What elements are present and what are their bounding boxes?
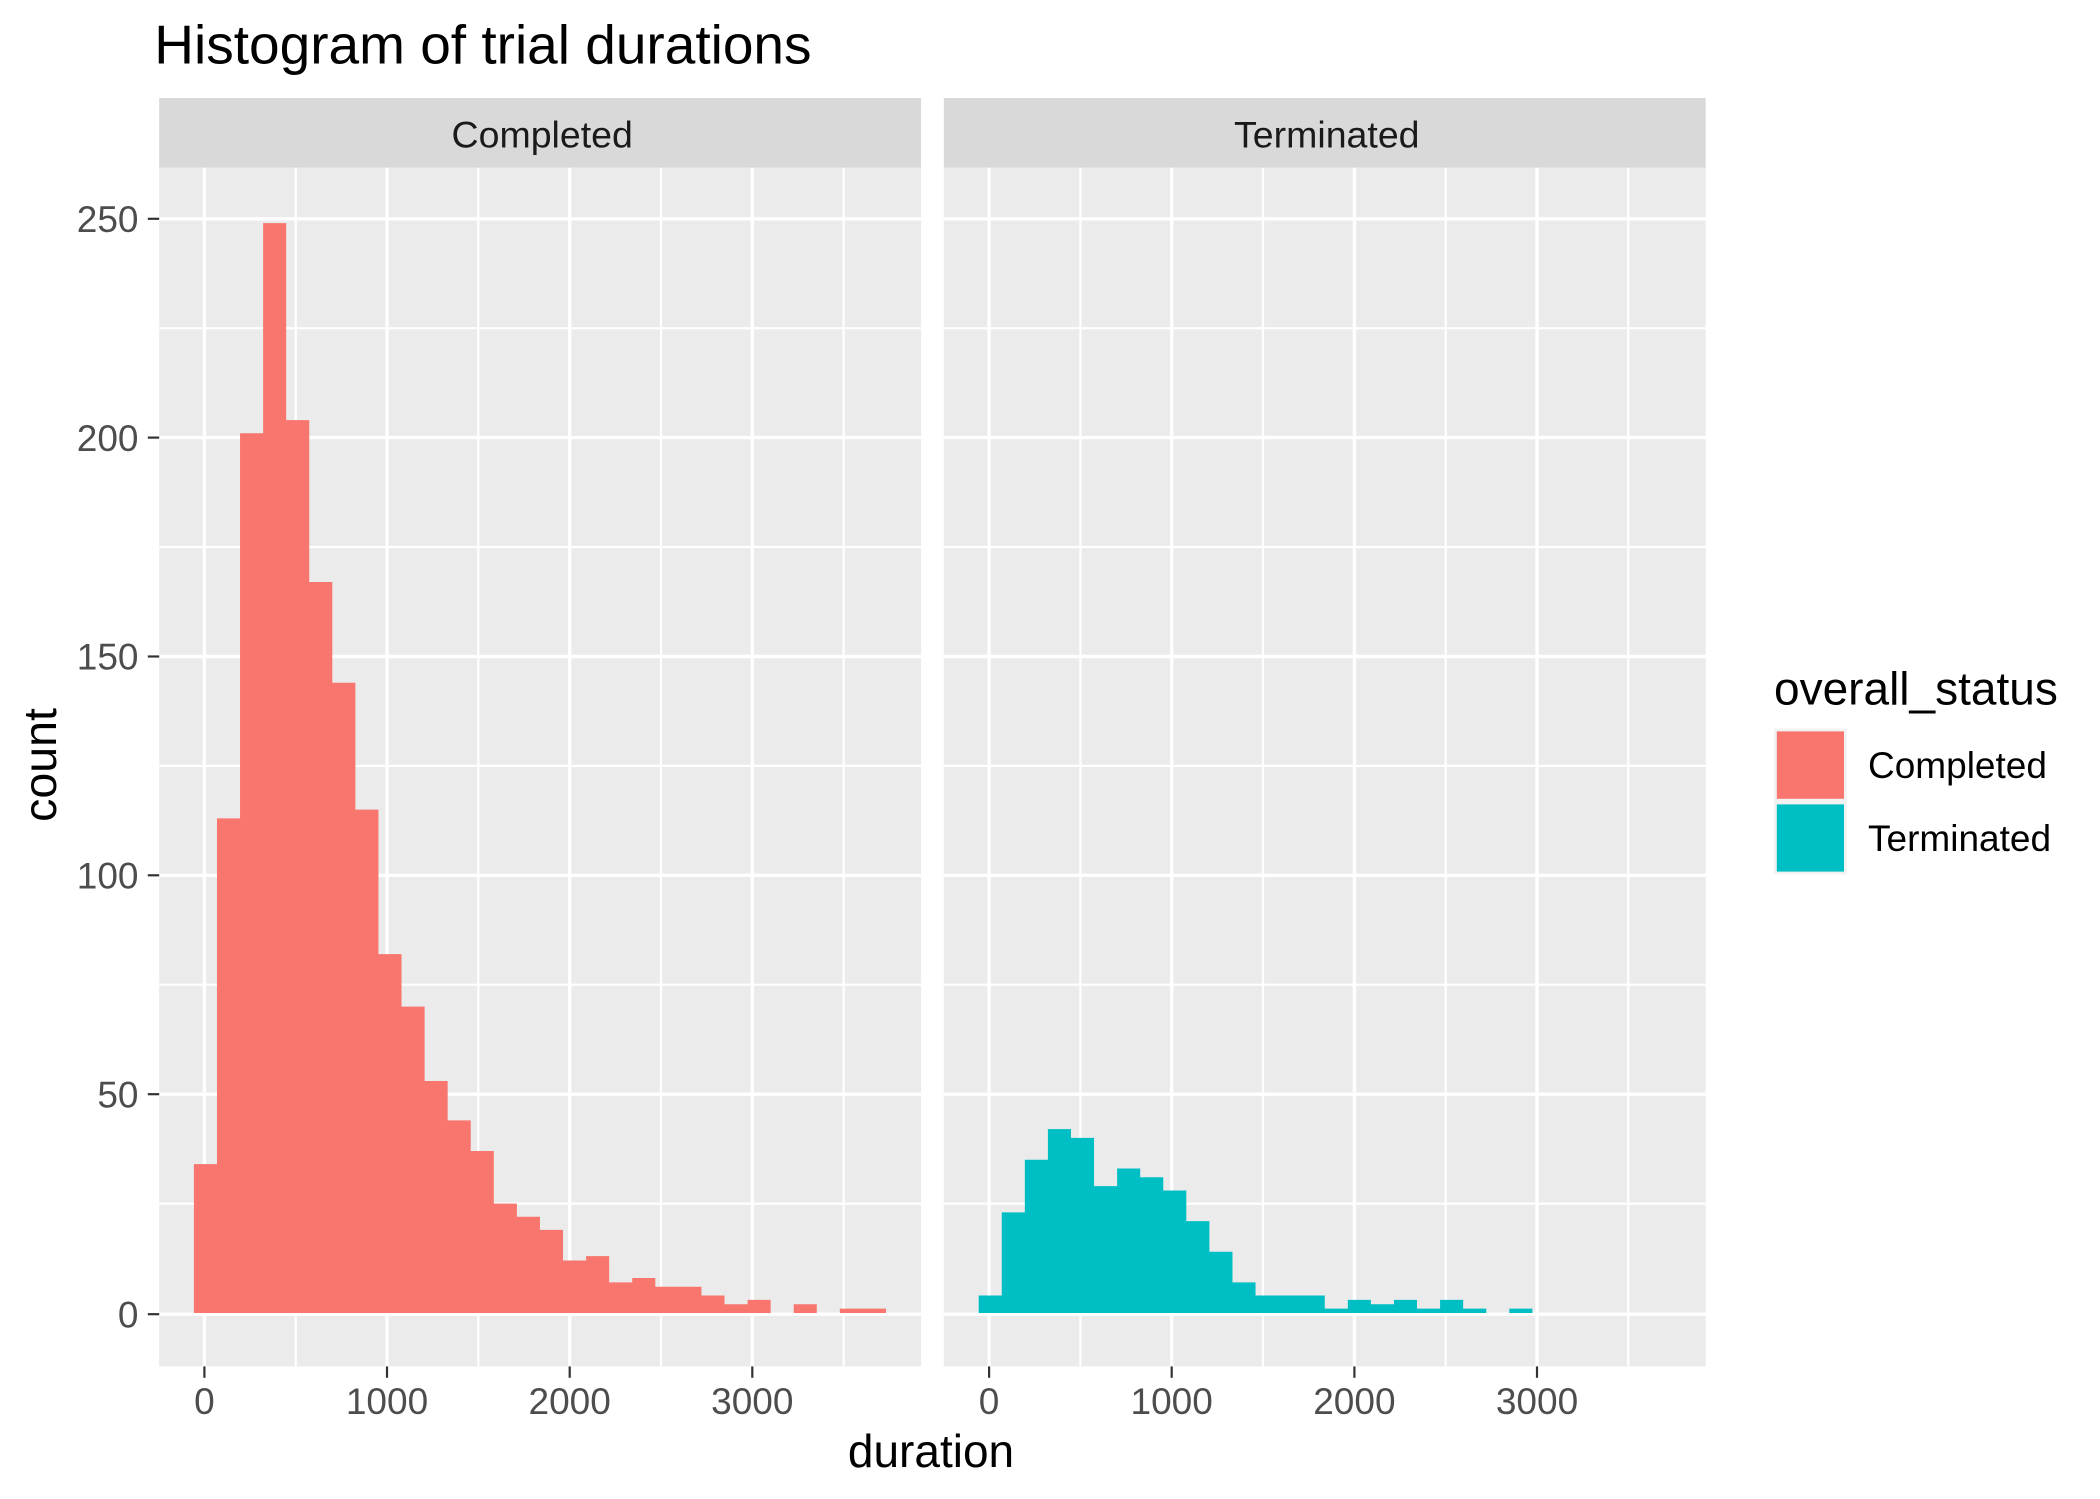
svg-text:overall_status: overall_status <box>1774 663 2058 715</box>
svg-text:250: 250 <box>77 199 139 240</box>
svg-text:100: 100 <box>77 856 139 897</box>
svg-text:3000: 3000 <box>711 1381 793 1422</box>
svg-text:Completed: Completed <box>452 114 633 156</box>
svg-text:duration: duration <box>848 1425 1014 1477</box>
svg-text:0: 0 <box>979 1381 1000 1422</box>
svg-text:150: 150 <box>77 637 139 678</box>
svg-text:0: 0 <box>194 1381 215 1422</box>
svg-text:Terminated: Terminated <box>1868 818 2051 859</box>
svg-text:2000: 2000 <box>529 1381 611 1422</box>
svg-text:count: count <box>14 708 66 822</box>
svg-text:1000: 1000 <box>1131 1381 1213 1422</box>
svg-text:Completed: Completed <box>1868 745 2047 786</box>
svg-text:2000: 2000 <box>1313 1381 1395 1422</box>
svg-text:1000: 1000 <box>346 1381 428 1422</box>
svg-text:Terminated: Terminated <box>1234 114 1420 156</box>
svg-text:200: 200 <box>77 418 139 459</box>
svg-text:Histogram of trial durations: Histogram of trial durations <box>154 13 811 75</box>
svg-text:50: 50 <box>97 1074 138 1115</box>
svg-text:0: 0 <box>118 1294 139 1335</box>
svg-text:3000: 3000 <box>1496 1381 1578 1422</box>
